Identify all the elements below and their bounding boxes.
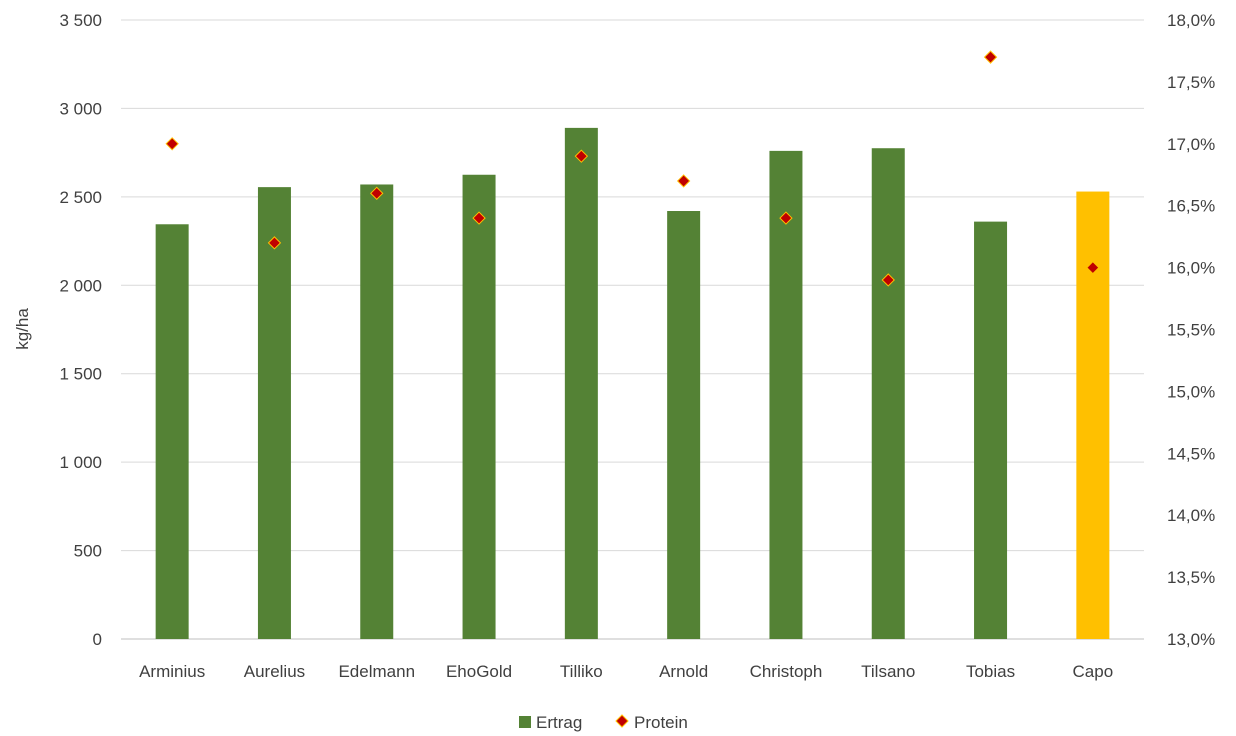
- y-tick-label-right: 16,5%: [1167, 197, 1215, 216]
- y-tick-label-right: 13,5%: [1167, 568, 1215, 587]
- bar-ertrag: [156, 224, 189, 639]
- legend-label-protein: Protein: [634, 713, 688, 732]
- x-tick-label: Aurelius: [244, 662, 305, 681]
- x-tick-label: Tobias: [966, 662, 1015, 681]
- y-tick-label-left: 3 000: [59, 99, 102, 118]
- bar-ertrag: [974, 222, 1007, 639]
- point-protein: [678, 175, 690, 187]
- y-tick-label-right: 17,0%: [1167, 135, 1215, 154]
- legend-swatch-ertrag: [519, 716, 531, 728]
- y-tick-label-right: 14,5%: [1167, 444, 1215, 463]
- y-axis-label: kg/ha: [13, 308, 32, 350]
- x-tick-label: Christoph: [750, 662, 823, 681]
- protein-markers: [166, 51, 1099, 286]
- y-axis-left-ticks: 0 500 1 000 1 500 2 000 2 500 3 000 3 500: [59, 11, 102, 649]
- bar-ertrag: [463, 175, 496, 639]
- x-tick-label: Capo: [1073, 662, 1114, 681]
- bar-ertrag: [258, 187, 291, 639]
- legend-swatch-protein: [616, 715, 628, 727]
- x-tick-label: EhoGold: [446, 662, 512, 681]
- point-protein: [985, 51, 997, 63]
- y-tick-label-left: 0: [93, 630, 102, 649]
- legend-label-ertrag: Ertrag: [536, 713, 582, 732]
- y-axis-right-ticks: 13,0% 13,5% 14,0% 14,5% 15,0% 15,5% 16,0% 16,5%…: [1167, 11, 1215, 649]
- x-tick-label: Tilsano: [861, 662, 915, 681]
- y-tick-label-left: 1 500: [59, 365, 102, 384]
- bar-ertrag: [1076, 192, 1109, 639]
- y-tick-label-right: 13,0%: [1167, 630, 1215, 649]
- bar-ertrag: [872, 148, 905, 639]
- y-tick-label-right: 17,5%: [1167, 73, 1215, 92]
- y-tick-label-left: 2 500: [59, 188, 102, 207]
- x-axis-ticks: Arminius Aurelius Edelmann EhoGold Tilliko Ar…: [139, 662, 1113, 681]
- x-tick-label: Arnold: [659, 662, 708, 681]
- y-tick-label-left: 2 000: [59, 276, 102, 295]
- bars: [156, 128, 1110, 639]
- y-tick-label-left: 1 000: [59, 453, 102, 472]
- x-tick-label: Arminius: [139, 662, 205, 681]
- y-tick-label-left: 500: [74, 542, 102, 561]
- y-tick-label-right: 18,0%: [1167, 11, 1215, 30]
- y-tick-label-right: 15,0%: [1167, 382, 1215, 401]
- bar-ertrag: [667, 211, 700, 639]
- y-tick-label-left: 3 500: [59, 11, 102, 30]
- point-protein: [166, 138, 178, 150]
- y-tick-label-right: 14,0%: [1167, 506, 1215, 525]
- x-tick-label: Tilliko: [560, 662, 603, 681]
- bar-ertrag: [565, 128, 598, 639]
- y-tick-label-right: 16,0%: [1167, 259, 1215, 278]
- y-tick-label-right: 15,5%: [1167, 321, 1215, 340]
- legend: Ertrag Protein: [519, 713, 688, 732]
- x-tick-label: Edelmann: [338, 662, 415, 681]
- bar-ertrag: [360, 184, 393, 639]
